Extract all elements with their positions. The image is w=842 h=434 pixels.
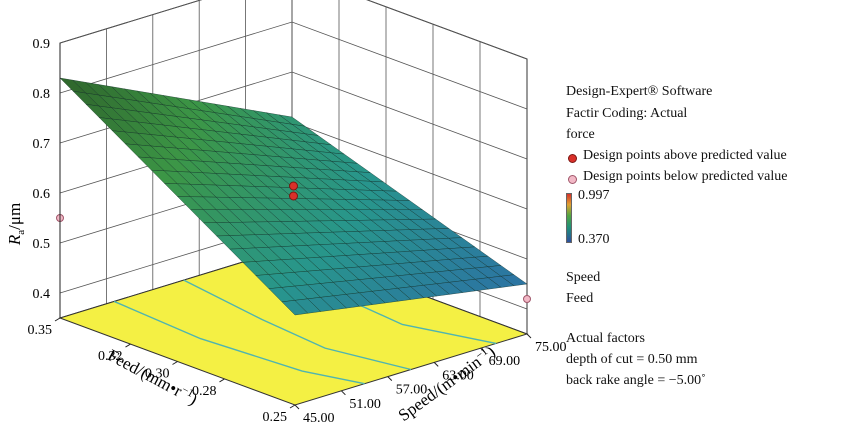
design-point-above bbox=[289, 181, 298, 191]
legend-above-label: Design points above predicted value bbox=[583, 148, 787, 163]
below-point-marker bbox=[568, 175, 577, 184]
z-tick-label: 0.9 bbox=[33, 37, 51, 52]
feed-tick-label: 0.28 bbox=[192, 384, 217, 399]
speed-tick-label: 45.00 bbox=[303, 411, 335, 426]
feed-tick-label: 0.30 bbox=[145, 367, 170, 382]
z-tick-label: 0.8 bbox=[33, 87, 51, 102]
contour-line bbox=[113, 300, 365, 385]
feed-tick bbox=[54, 317, 61, 322]
legend-software: Design-Expert® Software bbox=[566, 84, 713, 99]
z-tick-label: 0.5 bbox=[33, 237, 51, 252]
legend-below-label: Design points below predicted value bbox=[583, 169, 788, 184]
z-tick-label: 0.7 bbox=[33, 137, 51, 152]
legend-response: force bbox=[566, 127, 595, 142]
feed-tick-label: 0.35 bbox=[28, 323, 53, 338]
design-point-below bbox=[523, 295, 531, 303]
response-surface bbox=[59, 77, 528, 316]
x2-factor: Feed bbox=[566, 291, 594, 306]
speed-tick bbox=[526, 333, 532, 339]
color-min-label: 0.370 bbox=[578, 232, 610, 247]
legend-coding: Factir Coding: Actual bbox=[566, 106, 688, 121]
speed-tick-label: 75.00 bbox=[535, 340, 567, 355]
feed-tick bbox=[172, 361, 178, 365]
legend-panel: Design-Expert® Software Factir Coding: A… bbox=[566, 0, 842, 434]
actual-factor-depth: depth of cut = 0.50 mm bbox=[566, 352, 698, 367]
feed-tick-label: 0.32 bbox=[98, 349, 123, 364]
z-tick-label: 0.4 bbox=[33, 287, 51, 302]
speed-tick-label: 63.00 bbox=[442, 368, 474, 383]
speed-tick bbox=[480, 347, 485, 353]
color-scale-bar bbox=[566, 193, 572, 243]
z-tick-label: 0.6 bbox=[33, 187, 51, 202]
actual-factors-title: Actual factors bbox=[566, 331, 645, 346]
speed-tick-label: 51.00 bbox=[349, 397, 381, 412]
contour-line bbox=[183, 279, 412, 371]
above-point-marker bbox=[568, 154, 577, 163]
surface-cell bbox=[500, 274, 528, 286]
plot-axes: 0.9 0.8 0.7 0.6 0.5 0.4 0.35 0.32 0.30 0.28 0.25 45… bbox=[28, 37, 567, 426]
speed-tick bbox=[294, 404, 300, 410]
z-gridline bbox=[59, 0, 528, 60]
speed-tick bbox=[433, 362, 439, 367]
feed-tick bbox=[125, 343, 131, 348]
color-max-label: 0.997 bbox=[578, 188, 610, 203]
speed-tick bbox=[387, 376, 393, 381]
actual-factor-rake: back rake angle = −5.00˚ bbox=[566, 373, 706, 388]
feed-tick-label: 0.25 bbox=[263, 410, 288, 425]
speed-tick bbox=[341, 390, 346, 396]
feed-tick bbox=[219, 378, 225, 383]
z-axis-label: Ra/μm bbox=[5, 203, 27, 246]
speed-tick-label: 69.00 bbox=[489, 354, 520, 369]
speed-tick-label: 57.00 bbox=[396, 383, 428, 398]
x1-factor: Speed bbox=[566, 270, 601, 285]
design-point-above bbox=[289, 191, 298, 201]
feed-tick bbox=[289, 404, 296, 409]
